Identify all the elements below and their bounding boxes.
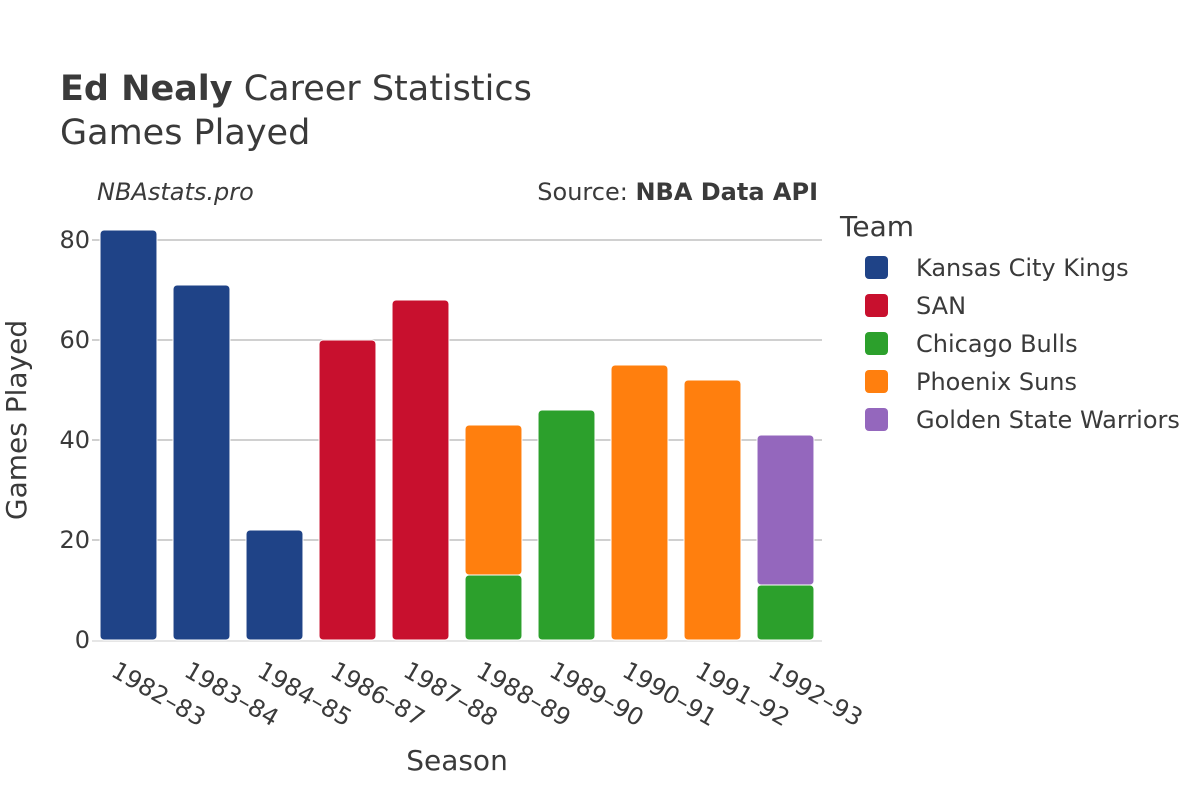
y-tick-label: 60: [59, 326, 90, 354]
bar-segment: [464, 424, 523, 576]
bar-segment: [610, 364, 669, 641]
legend-swatch: [865, 408, 888, 431]
bar-segment: [99, 229, 158, 641]
bar-segment: [172, 284, 231, 641]
legend: Team Kansas City Kings SAN Chicago Bulls Ph…: [839, 210, 1180, 434]
player-name: Ed Nealy: [60, 69, 233, 109]
source-credit: Source: NBA Data API: [537, 178, 818, 206]
bar-segment: [464, 574, 523, 641]
x-tick-labels: 1982–831983–841984–851986–871987–881988–…: [107, 656, 868, 732]
y-tick-label: 0: [75, 626, 90, 654]
bar-segment: [756, 434, 815, 586]
bar-segment: [683, 379, 742, 641]
bar-segment: [537, 409, 596, 641]
legend-label: Golden State Warriors: [916, 406, 1180, 434]
source-label: Source:: [537, 178, 635, 206]
y-tick-labels: 0 20 40 60 80: [59, 226, 90, 654]
y-tick-label: 40: [59, 426, 90, 454]
legend-label: Chicago Bulls: [916, 330, 1078, 358]
legend-swatch: [865, 370, 888, 393]
x-axis-title: Season: [406, 744, 508, 777]
legend-swatch: [865, 256, 888, 279]
y-tick-label: 20: [59, 526, 90, 554]
y-axis-title: Games Played: [0, 320, 33, 520]
bar-segment: [391, 299, 450, 641]
site-credit: NBAstats.pro: [97, 178, 254, 206]
bar-segment: [318, 339, 377, 641]
title-suffix: Career Statistics: [233, 69, 532, 109]
legend-title: Team: [839, 210, 914, 243]
legend-swatch: [865, 332, 888, 355]
bar-segment: [756, 584, 815, 641]
source-name: NBA Data API: [635, 178, 818, 206]
legend-label: SAN: [916, 292, 966, 320]
legend-label: Kansas City Kings: [916, 254, 1129, 282]
legend-swatch: [865, 294, 888, 317]
bar-segment: [245, 529, 304, 641]
legend-label: Phoenix Suns: [916, 368, 1077, 396]
chart-title: Ed Nealy Career Statistics: [60, 69, 532, 109]
chart-subtitle: Games Played: [60, 113, 310, 153]
bars: [99, 229, 815, 641]
y-tick-label: 80: [59, 226, 90, 254]
